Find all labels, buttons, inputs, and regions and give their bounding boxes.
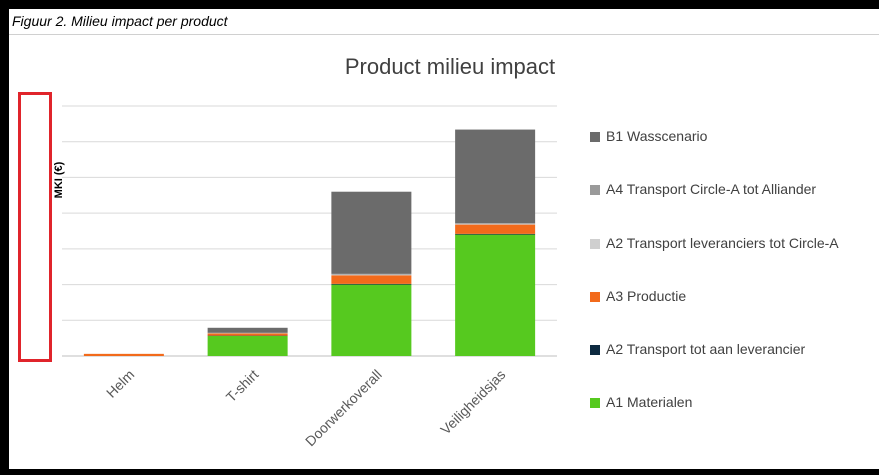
legend-label: B1 Wasscenario [606,128,708,144]
caption-divider [9,34,879,35]
bar-segment [331,275,412,284]
bar-segment [455,234,536,356]
bar-segment [331,273,412,275]
legend-swatch [590,398,600,408]
legend-label: A2 Transport leveranciers tot Circle-A [606,235,839,251]
bar-segment [455,129,536,224]
legend-label: A4 Transport Circle-A tot Alliander [606,181,817,197]
legend-label: A3 Productie [606,288,687,304]
bar-segment [331,274,412,276]
bar-segment [455,224,536,234]
bar-segment [455,223,536,225]
bar-segment [455,223,536,224]
legend-swatch [590,292,600,302]
chart-title: Product milieu impact [344,54,556,79]
bar-segment [207,333,288,336]
bar-segment [331,283,412,285]
bar-segment [331,284,412,356]
bar-segment [455,233,536,235]
figure-caption: Figuur 2. Milieu impact per product [12,13,228,29]
bar-segment [207,336,288,356]
legend-swatch [590,185,600,195]
bar-segment [331,191,412,274]
legend-swatch [590,239,600,249]
legend-label: A1 Materialen [606,394,693,410]
legend-label: A2 Transport tot aan leverancier [606,341,806,357]
legend-swatch [590,132,600,142]
bar-segment [83,353,164,356]
legend-swatch [590,345,600,355]
bar-segment [207,327,288,333]
highlight-box [18,92,52,362]
